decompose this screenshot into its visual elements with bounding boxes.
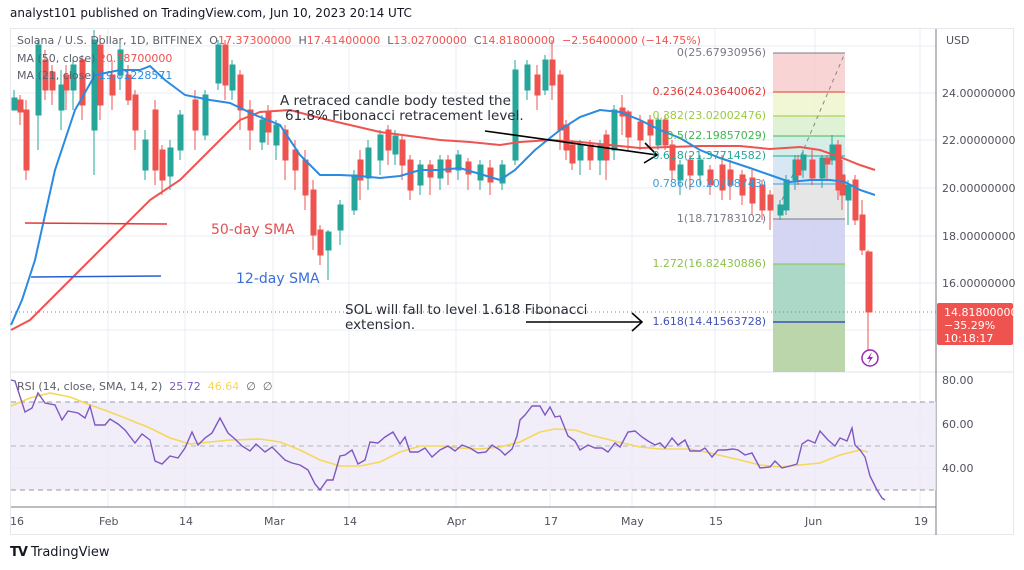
- rsi-tick: 80.00: [942, 374, 974, 387]
- annotation-sma50[interactable]: 50-day SMA: [211, 222, 295, 238]
- open-value: 17.37300000: [217, 34, 292, 47]
- ma50-value: 20.78700000: [98, 52, 173, 65]
- rsi-legend[interactable]: RSI (14, close, SMA, 14, 2) 25.72 46.64 …: [17, 380, 273, 393]
- ma50-legend[interactable]: MA (50, close) 20.78700000: [17, 52, 173, 65]
- rsi-sma-line: [10, 392, 869, 468]
- ma21-line: [10, 64, 876, 326]
- fib-label-0236: 0.236(24.03640062): [652, 85, 766, 98]
- close-value: 14.81800000: [481, 34, 555, 47]
- time-label: May: [621, 515, 644, 528]
- sma12-legend-line: [30, 275, 162, 278]
- low-value: 13.02700000: [393, 34, 467, 47]
- symbol-legend[interactable]: Solana / U.S. Dollar, 1D, BITFINEX O17.3…: [17, 34, 701, 47]
- arrow-forecast: [526, 312, 644, 332]
- tradingview-footer[interactable]: TV TradingView: [10, 545, 109, 560]
- fib-label-0786: 0.786(20.20708743): [652, 177, 766, 190]
- rsi-sma-value: 46.64: [207, 380, 240, 393]
- chart-frame: [10, 28, 1014, 535]
- rsi-pane: [10, 379, 936, 501]
- time-label: 17: [544, 515, 558, 528]
- fib-label-1: 1(18.71783102): [676, 212, 766, 225]
- high-value: 17.41400000: [306, 34, 381, 47]
- price-tick: 18.00000000: [942, 230, 1016, 243]
- annotation-forecast[interactable]: SOL will fall to level 1.618 Fibonacci e…: [345, 302, 588, 333]
- time-label: 19: [914, 515, 928, 528]
- ma21-legend[interactable]: MA (21, close) 19.81228571: [17, 69, 173, 82]
- time-label: 15: [709, 515, 723, 528]
- currency-label: USD: [946, 34, 970, 47]
- tradingview-brand: TradingView: [30, 545, 110, 560]
- time-label: 14: [343, 515, 357, 528]
- change-value: −2.56400000 (−14.75%): [562, 34, 701, 47]
- time-label: 14: [179, 515, 193, 528]
- time-label: 16: [10, 515, 24, 528]
- lightning-event-icon[interactable]: [861, 349, 879, 367]
- price-tick: 20.00000000: [942, 182, 1016, 195]
- time-label: Feb: [99, 515, 119, 528]
- rsi-tick: 60.00: [942, 418, 974, 431]
- fib-label-1272: 1.272(16.82430886): [652, 257, 766, 270]
- published-caption: analyst101 published on TradingView.com,…: [10, 6, 412, 20]
- rsi-line: [10, 379, 886, 501]
- rsi-value: 25.72: [169, 380, 201, 393]
- annotation-sma12[interactable]: 12-day SMA: [236, 271, 320, 287]
- time-label: Mar: [264, 515, 285, 528]
- annotation-retrace[interactable]: A retraced candle body tested the 61.8% …: [280, 93, 524, 124]
- ma21-value: 19.81228571: [98, 69, 173, 82]
- price-tick: 16.00000000: [942, 277, 1016, 290]
- last-price-tag: 14.81800000 −35.29% 10:18:17: [937, 303, 1017, 345]
- rsi-tick: 40.00: [942, 462, 974, 475]
- fib-label-0618: 0.618(21.37714582): [652, 149, 766, 162]
- sma50-legend-line: [24, 222, 168, 225]
- arrow-retrace: [484, 130, 659, 164]
- price-tick: 22.00000000: [942, 134, 1016, 147]
- tradingview-logo-icon: TV: [10, 545, 28, 560]
- fibonacci-extension-tool[interactable]: [773, 52, 845, 372]
- price-tick: 24.00000000: [942, 87, 1016, 100]
- time-label: Jun: [805, 515, 823, 528]
- symbol-name: Solana / U.S. Dollar, 1D, BITFINEX: [17, 34, 203, 47]
- time-label: Apr: [447, 515, 467, 528]
- ma50-line: [10, 108, 876, 331]
- fib-label-0382: 0.382(23.02002476): [652, 109, 766, 122]
- fib-label-05: 0.5(22.19857029): [666, 129, 766, 142]
- fib-label-0: 0(25.67930956): [676, 46, 766, 59]
- fib-label-1618: 1.618(14.41563728): [652, 315, 766, 328]
